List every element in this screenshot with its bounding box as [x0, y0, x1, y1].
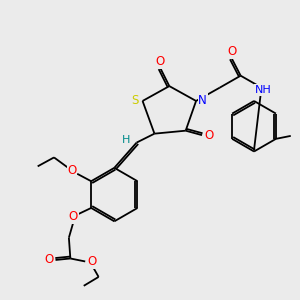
Text: S: S — [131, 94, 138, 106]
Text: O: O — [44, 254, 54, 266]
Text: O: O — [227, 45, 236, 58]
Text: O: O — [69, 210, 78, 224]
Text: N: N — [198, 94, 207, 106]
Text: O: O — [67, 164, 76, 177]
Text: H: H — [122, 136, 130, 146]
Text: O: O — [204, 129, 213, 142]
Text: NH: NH — [255, 85, 271, 95]
Text: O: O — [156, 55, 165, 68]
Text: O: O — [87, 255, 96, 268]
